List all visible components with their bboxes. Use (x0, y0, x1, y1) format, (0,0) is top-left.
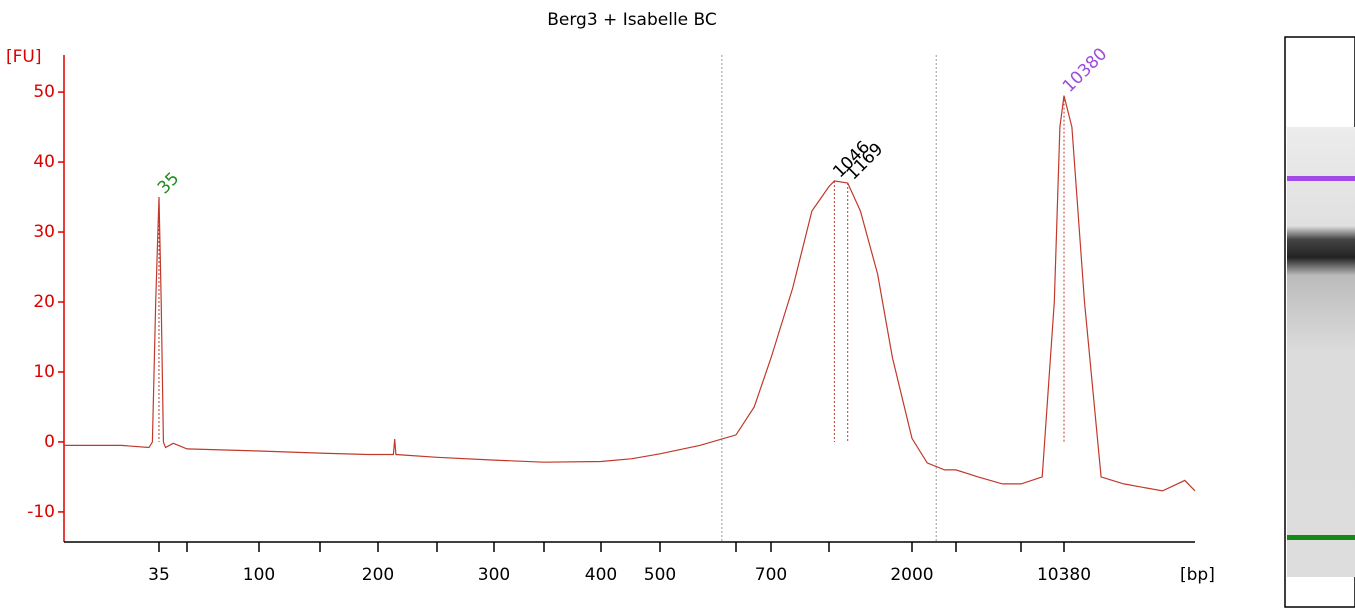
y-tick-label: 50 (33, 82, 55, 102)
y-tick-label: 30 (33, 222, 55, 242)
x-tick-label: 700 (755, 565, 787, 585)
x-tick-label: 2000 (890, 565, 933, 585)
y-tick-label: 40 (33, 152, 55, 172)
gel-lower-marker (1287, 535, 1355, 540)
gel-lane (1284, 36, 1355, 608)
peak-label: 10380 (1059, 44, 1111, 96)
trace (64, 95, 1196, 492)
x-tick-label: 200 (362, 565, 394, 585)
chart-title: Berg3 + Isabelle BC (547, 10, 717, 30)
y-tick-label: 20 (33, 292, 55, 312)
y-tick-label: 10 (33, 362, 55, 382)
x-tick-label: 300 (478, 565, 510, 585)
gel-background (1287, 127, 1355, 577)
gel-upper-marker (1287, 176, 1355, 181)
x-tick-label: 35 (148, 565, 170, 585)
y-axis-label: [FU] (6, 47, 42, 67)
y-tick-label: 0 (44, 432, 55, 452)
x-tick-label: 400 (585, 565, 617, 585)
peak-label: 35 (154, 169, 183, 198)
x-tick-label: 100 (243, 565, 275, 585)
x-axis-label: [bp] (1180, 565, 1215, 585)
y-tick-label: -10 (27, 502, 55, 522)
x-tick-label: 500 (644, 565, 676, 585)
x-tick-label: 10380 (1037, 565, 1091, 585)
